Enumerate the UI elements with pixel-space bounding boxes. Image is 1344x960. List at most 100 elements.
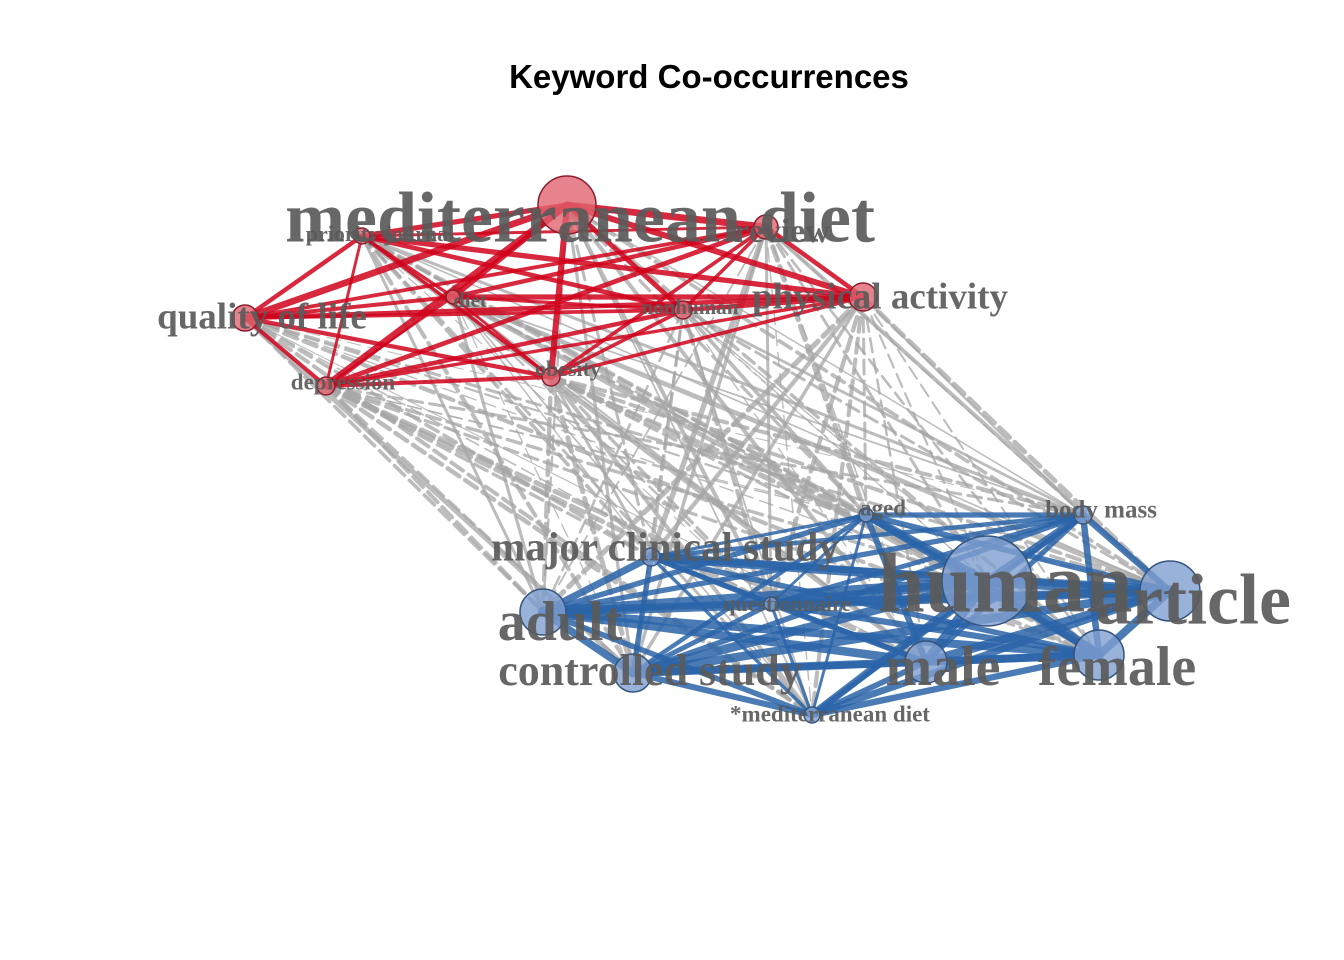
edge-within: [241, 201, 571, 322]
edge-between: [681, 308, 868, 517]
edge-within: [324, 295, 865, 388]
edge-within: [769, 602, 814, 717]
edge-within: [767, 600, 1103, 659]
edge-within: [243, 316, 328, 388]
edge-within: [324, 375, 553, 388]
graph-nodes: [231, 175, 1201, 724]
edge-within: [323, 307, 686, 389]
edge-between: [549, 375, 653, 559]
plot-title: Keyword Co-occurrences: [509, 58, 909, 95]
label-body-mass: body mass: [1045, 497, 1157, 524]
node-male: [904, 640, 948, 684]
label-human: human: [877, 537, 1132, 631]
edge-within: [808, 651, 1103, 719]
edge-within: [359, 202, 570, 239]
node-mediterranean-diet: [803, 706, 821, 724]
node-obesity: [541, 367, 561, 387]
label-controlled-study: controlled study: [498, 646, 802, 695]
edge-between: [768, 294, 866, 607]
edge-within: [324, 295, 455, 388]
node-female: [1073, 629, 1125, 681]
node-article: [1139, 560, 1201, 622]
label-adult: adult: [498, 591, 623, 653]
label-diet: diet: [453, 288, 487, 312]
edge-within: [763, 224, 866, 300]
edge-within: [630, 601, 774, 676]
edge-within: [243, 295, 455, 320]
node-depression: [316, 376, 336, 396]
node-diet: [445, 289, 461, 305]
edge-between: [323, 383, 929, 665]
edge-between: [549, 375, 814, 717]
label-review: review: [734, 213, 830, 250]
edge-between: [682, 309, 988, 582]
node-aged: [858, 507, 874, 523]
edge-between: [565, 203, 868, 517]
label-physical-activity: physical activity: [752, 276, 1008, 317]
label-mediterranean-diet: mediterranean diet: [285, 178, 875, 258]
edge-within: [768, 601, 929, 665]
node-questionnaire: [763, 596, 779, 612]
edge-between: [360, 234, 1085, 517]
label-depression: depression: [291, 369, 396, 394]
label-priority-journal: priority journal: [306, 221, 455, 246]
label-mediterranean-diet: *mediterranean diet: [730, 701, 930, 726]
edge-within: [649, 513, 868, 559]
node-human: [941, 535, 1033, 627]
edge-between: [648, 294, 866, 560]
edge-within: [451, 295, 553, 379]
node-body-mass: [1073, 505, 1093, 525]
node-nonhuman: [673, 300, 693, 320]
label-quality-of-life: quality of life: [157, 296, 367, 337]
edge-between: [541, 308, 685, 614]
edge-between: [861, 295, 868, 517]
edge-within: [242, 233, 365, 321]
edge-within: [242, 315, 554, 380]
edge-within: [648, 512, 1086, 560]
node-priority-journal: [353, 227, 371, 245]
edge-within: [243, 308, 685, 320]
edge-between: [540, 374, 554, 615]
edge-between: [324, 384, 545, 614]
node-adult: [519, 588, 567, 636]
edge-between: [549, 375, 1085, 517]
label-article: article: [1095, 560, 1291, 640]
edge-within: [243, 225, 768, 320]
node-physical-activity: [848, 282, 878, 312]
edge-within: [540, 609, 815, 718]
edge-between: [549, 375, 1172, 593]
edge-within: [549, 295, 865, 379]
within-cluster-edges: [241, 201, 1176, 719]
edge-between: [243, 316, 653, 559]
node-major-clinical-study: [641, 547, 661, 567]
label-male: male: [885, 636, 1000, 698]
edge-within: [549, 308, 685, 379]
edge-within: [540, 512, 1086, 615]
edge-within: [808, 587, 1174, 719]
edge-between: [860, 294, 1173, 594]
node-mediterranean-diet: [537, 175, 597, 235]
edge-within: [324, 234, 364, 388]
edge-within: [628, 586, 1175, 678]
node-quality-of-life: [231, 304, 259, 332]
edge-within: [450, 224, 769, 300]
edge-within: [564, 202, 866, 300]
label-major-clinical-study: major clinical study: [491, 523, 839, 569]
label-obesity: obesity: [535, 356, 601, 381]
edge-between: [542, 226, 767, 613]
edge-between: [451, 295, 545, 614]
edge-within: [540, 601, 774, 615]
label-nonhuman: nonhuman: [642, 295, 739, 319]
edge-between: [681, 308, 1085, 517]
edge-within: [680, 294, 866, 313]
node-controlled-study: [613, 653, 653, 693]
edge-within: [922, 651, 1103, 666]
edge-within: [538, 607, 1104, 660]
label-aged: aged: [860, 495, 906, 520]
edge-between: [244, 317, 772, 605]
edge-within: [563, 201, 770, 231]
edge-within: [451, 295, 685, 312]
label-female: female: [1038, 636, 1197, 698]
